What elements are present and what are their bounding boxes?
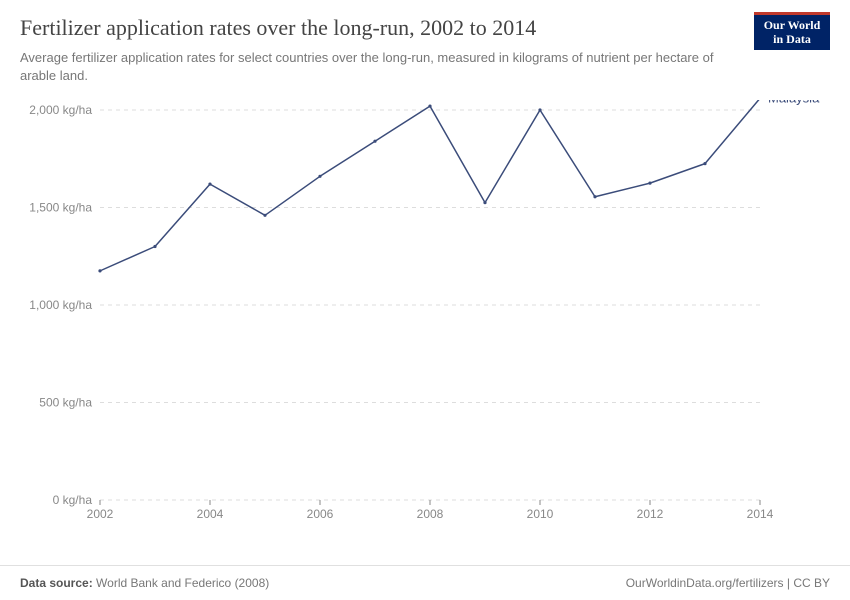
page-title: Fertilizer application rates over the lo… [20,14,830,43]
data-source-label: Data source: [20,576,93,590]
x-tick-label: 2006 [307,507,334,521]
data-point [98,269,101,272]
data-source-value: World Bank and Federico (2008) [96,576,269,590]
data-point [208,183,211,186]
x-tick-label: 2002 [87,507,114,521]
data-point [648,182,651,185]
y-tick-label: 1,500 kg/ha [29,201,92,215]
y-tick-label: 1,000 kg/ha [29,298,92,312]
attribution: OurWorldinData.org/fertilizers | CC BY [626,576,830,590]
page-subtitle: Average fertilizer application rates for… [20,49,740,85]
line-chart: 0 kg/ha 500 kg/ha 1,000 kg/ha 1,500 kg/ha 2,… [20,100,830,540]
x-tick-label: 2012 [637,507,664,521]
logo-line-2: in Data [773,33,811,47]
data-point [318,175,321,178]
footer: Data source: World Bank and Federico (20… [0,565,850,600]
header: Fertilizer application rates over the lo… [0,0,850,93]
y-tick-label: 0 kg/ha [53,493,93,507]
x-tick-label: 2010 [527,507,554,521]
data-point [153,245,156,248]
data-point [263,214,266,217]
x-tick-label: 2008 [417,507,444,521]
chart-area: 0 kg/ha 500 kg/ha 1,000 kg/ha 1,500 kg/ha 2,… [20,100,830,540]
data-point [538,108,541,111]
series-label: Malaysia [768,100,820,105]
data-point [483,201,486,204]
data-point [428,105,431,108]
series-line-malaysia [100,100,760,271]
y-tick-label: 500 kg/ha [39,396,92,410]
logo-line-1: Our World [764,19,821,33]
y-tick-label: 2,000 kg/ha [29,103,92,117]
x-tick-label: 2014 [747,507,774,521]
data-point [373,140,376,143]
data-source: Data source: World Bank and Federico (20… [20,576,269,590]
data-point [593,195,596,198]
owid-logo: Our World in Data [754,12,830,50]
data-point [703,162,706,165]
x-tick-label: 2004 [197,507,224,521]
